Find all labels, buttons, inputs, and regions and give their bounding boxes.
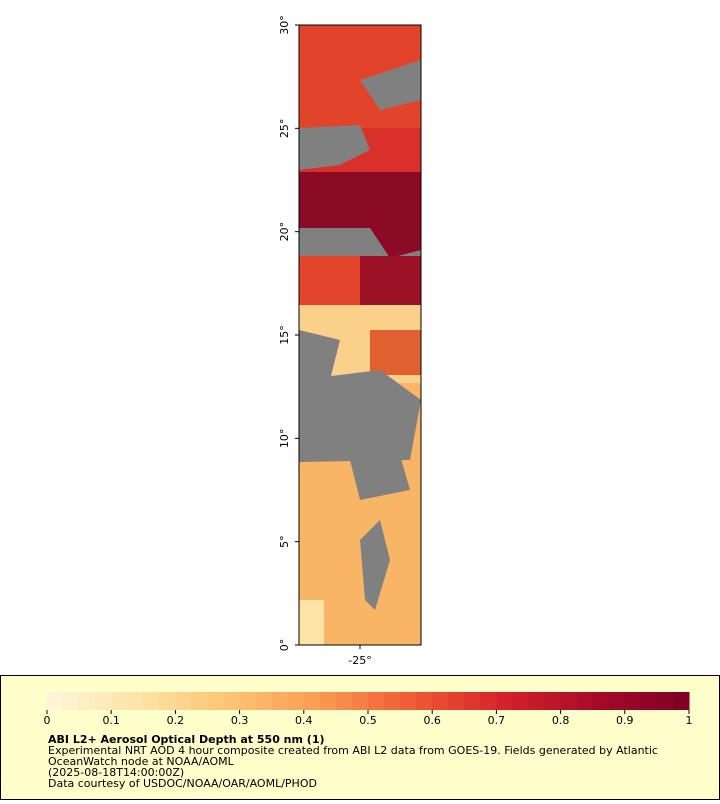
- colorbar-tick-label: 0: [44, 714, 51, 727]
- colorbar-tick-label: 0.1: [102, 714, 120, 727]
- x-tick-label: -25°: [348, 654, 371, 667]
- y-tick-label: 15°: [278, 325, 291, 345]
- colorbar-step: [351, 692, 369, 710]
- colorbar-tick-label: 0.9: [616, 714, 634, 727]
- colorbar-step: [576, 692, 594, 710]
- colorbar-step: [672, 692, 690, 710]
- colorbar-step: [560, 692, 578, 710]
- colorbar-step: [303, 692, 321, 710]
- colorbar-step: [624, 692, 642, 710]
- y-tick-label: 10°: [278, 429, 291, 449]
- colorbar-step: [448, 692, 465, 710]
- colorbar-step: [544, 692, 562, 710]
- colorbar-step: [239, 692, 257, 710]
- y-tick-label: 5°: [278, 535, 291, 548]
- colorbar-step: [207, 692, 225, 710]
- colorbar-step: [175, 692, 192, 710]
- legend-line: OceanWatch node at NOAA/AOML: [48, 755, 235, 768]
- colorbar: 0 0.1 0.2 0.3 0.4 0.5 0.6 0.7 0.8 0.9 1: [44, 692, 693, 727]
- map-raster: [299, 25, 421, 645]
- colorbar-step: [496, 692, 513, 710]
- colorbar-step: [368, 692, 385, 710]
- colorbar-tick-label: 0.4: [295, 714, 313, 727]
- colorbar-step: [656, 692, 674, 710]
- colorbar-tick-label: 1: [686, 714, 693, 727]
- colorbar-tick-label: 0.7: [488, 714, 506, 727]
- colorbar-step: [432, 692, 449, 710]
- colorbar-step: [528, 692, 546, 710]
- colorbar-tick-label: 0.2: [167, 714, 185, 727]
- legend-line: Experimental NRT AOD 4 hour composite cr…: [48, 744, 658, 757]
- colorbar-step: [319, 692, 337, 710]
- colorbar-tick-label: 0.6: [423, 714, 441, 727]
- colorbar-step: [400, 692, 417, 710]
- colorbar-step: [608, 692, 626, 710]
- colorbar-step: [143, 692, 160, 710]
- colorbar-step: [416, 692, 433, 710]
- colorbar-step: [640, 692, 658, 710]
- colorbar-step: [95, 692, 112, 710]
- colorbar-step: [47, 692, 64, 710]
- legend-title: ABI L2+ Aerosol Optical Depth at 550 nm …: [48, 733, 325, 746]
- colorbar-step: [191, 692, 208, 710]
- y-tick-label: 0°: [278, 639, 291, 652]
- colorbar-step: [63, 692, 80, 710]
- colorbar-step: [464, 692, 481, 710]
- colorbar-step: [79, 692, 96, 710]
- y-tick-label: 20°: [278, 222, 291, 242]
- colorbar-step: [592, 692, 610, 710]
- colorbar-step: [159, 692, 176, 710]
- legend-line: (2025-08-18T14:00:00Z): [48, 766, 184, 779]
- colorbar-tick-label: 0.5: [359, 714, 377, 727]
- y-tick-label: 25°: [278, 119, 291, 139]
- colorbar-tick-label: 0.3: [231, 714, 249, 727]
- colorbar-step: [111, 692, 128, 710]
- colorbar-step: [480, 692, 497, 710]
- colorbar-step: [127, 692, 144, 710]
- colorbar-tick-label: 0.8: [552, 714, 570, 727]
- colorbar-step: [384, 692, 401, 710]
- legend-line: Data courtesy of USDOC/NOAA/OAR/AOML/PHO…: [48, 777, 317, 790]
- colorbar-step: [335, 692, 353, 710]
- colorbar-step: [271, 692, 289, 710]
- colorbar-step: [255, 692, 273, 710]
- y-tick-label: 30°: [278, 15, 291, 35]
- axes: 0° 5° 10° 15° 20° 25° 30° -25°: [278, 15, 372, 667]
- colorbar-step: [223, 692, 241, 710]
- colorbar-step: [287, 692, 305, 710]
- colorbar-step: [512, 692, 529, 710]
